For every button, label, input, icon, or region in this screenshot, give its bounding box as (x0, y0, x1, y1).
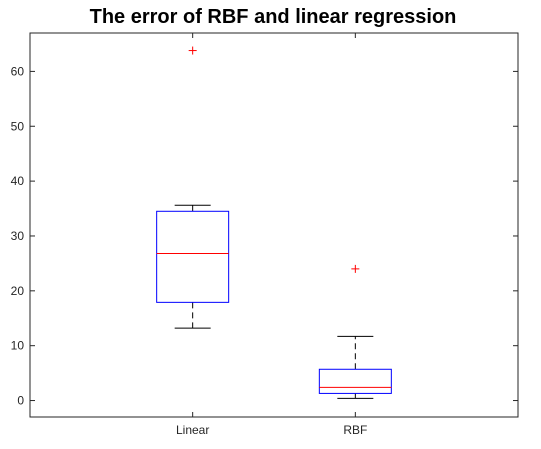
iqr-box (156, 210, 230, 303)
x-tick-label: Linear (176, 423, 209, 437)
y-tick-label: 20 (11, 284, 25, 298)
box-linear (156, 46, 230, 329)
outlier-marker (188, 46, 197, 55)
outlier-marker (351, 264, 360, 273)
axis-ticks: 0 10 20 30 40 50 60 Linear RBF (11, 33, 518, 437)
y-tick-label: 30 (11, 229, 25, 243)
y-tick-label: 50 (11, 119, 25, 133)
iqr-box (318, 368, 392, 394)
y-tick-label: 0 (17, 394, 24, 408)
y-tick-label: 10 (11, 339, 25, 353)
box-series (156, 46, 392, 399)
chart-title: The error of RBF and linear regression (90, 6, 457, 28)
box-rbf (318, 264, 392, 399)
y-tick-label: 40 (11, 174, 25, 188)
plot-frame (29, 32, 519, 418)
y-tick-label: 60 (11, 64, 25, 78)
x-tick-label: RBF (343, 423, 367, 437)
